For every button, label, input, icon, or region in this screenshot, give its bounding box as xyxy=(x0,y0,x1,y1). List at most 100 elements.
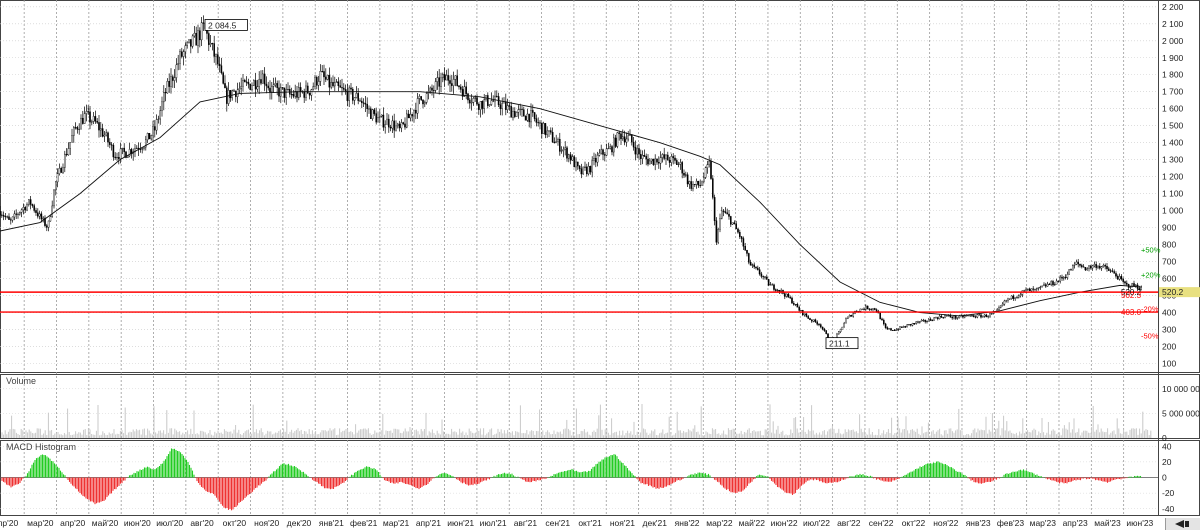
x-tick-label: окт'21 xyxy=(578,518,602,528)
candle-down xyxy=(499,104,502,109)
candle-up xyxy=(1055,280,1058,285)
candle-up xyxy=(19,212,21,215)
candle-down xyxy=(818,324,820,326)
candle-up xyxy=(184,45,187,52)
candle-up xyxy=(613,137,615,153)
candle-up xyxy=(262,73,264,84)
candle-up xyxy=(1026,288,1029,290)
candle-down xyxy=(81,117,84,124)
price-tick-label: 1 000 xyxy=(1162,206,1184,216)
candle-up xyxy=(575,161,577,168)
x-tick-label: апр'20 xyxy=(60,518,85,528)
candle-up xyxy=(865,305,867,310)
candle-up xyxy=(803,313,806,316)
x-tick-label: апр'21 xyxy=(416,518,441,528)
scroll-left-button[interactable] xyxy=(1165,518,1200,530)
candle-up xyxy=(661,154,664,158)
candle-up xyxy=(326,74,329,80)
scroll-end-icon xyxy=(1185,521,1189,527)
candle-up xyxy=(983,314,986,317)
candle-up xyxy=(368,108,370,110)
x-tick-label: фев'21 xyxy=(350,518,378,528)
candle-up xyxy=(908,324,910,326)
candle-down xyxy=(623,136,626,143)
x-tick-label: сен'21 xyxy=(545,518,570,528)
candle-up xyxy=(591,160,593,173)
candle-up xyxy=(67,148,70,156)
candle-up xyxy=(406,113,408,128)
candle-up xyxy=(717,228,719,243)
candle-up xyxy=(902,326,905,328)
candle-down xyxy=(523,109,525,117)
candle-down xyxy=(8,216,10,220)
candle-down xyxy=(1098,266,1101,269)
candle-up xyxy=(159,110,162,120)
candle-down xyxy=(110,144,113,146)
candle-down xyxy=(422,99,424,105)
candle-down xyxy=(148,132,151,140)
candle-up xyxy=(314,77,316,87)
candle-up xyxy=(384,124,387,128)
candle-down xyxy=(539,122,541,124)
candle-down xyxy=(249,83,252,90)
candle-up xyxy=(395,125,397,131)
candle-down xyxy=(737,228,739,233)
candle-down xyxy=(108,141,111,145)
candle-up xyxy=(152,126,154,136)
candle-down xyxy=(634,146,637,155)
candle-up xyxy=(173,77,176,81)
candle-up xyxy=(144,139,147,148)
candle-up xyxy=(236,89,239,97)
candle-up xyxy=(55,181,57,191)
candle-down xyxy=(668,160,671,163)
x-tick-label: июн'21 xyxy=(447,518,474,528)
volume-tick-label: 10 000 000 xyxy=(1162,384,1200,394)
candle-down xyxy=(276,83,279,88)
candle-up xyxy=(839,329,842,332)
candle-down xyxy=(663,154,665,159)
candle-down xyxy=(974,316,977,318)
candle-down xyxy=(1113,271,1115,274)
candle-up xyxy=(51,205,53,217)
extreme-price-label: 2 084.5 xyxy=(208,20,237,30)
candle-up xyxy=(193,32,196,37)
candle-up xyxy=(11,216,14,221)
candle-down xyxy=(415,110,417,114)
level-label-bg xyxy=(1159,287,1200,298)
candle-down xyxy=(308,92,311,96)
candle-down xyxy=(296,91,298,98)
candle-up xyxy=(911,323,914,326)
candle-down xyxy=(647,158,649,165)
candle-up xyxy=(649,160,651,165)
candle-down xyxy=(1064,277,1067,279)
candle-up xyxy=(627,135,629,140)
candle-down xyxy=(620,133,622,140)
candle-up xyxy=(429,87,432,92)
candle-down xyxy=(29,199,32,205)
candle-up xyxy=(654,158,656,165)
candle-down xyxy=(233,90,235,92)
candle-down xyxy=(904,326,907,328)
candle-down xyxy=(114,156,116,159)
candle-up xyxy=(922,319,925,321)
candle-up xyxy=(463,86,466,97)
candle-down xyxy=(398,123,401,129)
candle-down xyxy=(207,33,210,45)
candle-down xyxy=(60,168,62,173)
candle-up xyxy=(26,204,28,211)
candle-down xyxy=(805,313,808,317)
candle-down xyxy=(1122,278,1124,282)
candle-up xyxy=(596,155,599,163)
extreme-price-box xyxy=(825,337,859,350)
candle-down xyxy=(269,87,271,93)
candle-down xyxy=(213,43,216,57)
candle-up xyxy=(252,80,255,86)
candle-up xyxy=(310,89,313,96)
candle-down xyxy=(514,111,516,117)
candle-up xyxy=(1023,290,1025,292)
candle-up xyxy=(964,315,966,318)
candle-down xyxy=(730,216,732,225)
candle-down xyxy=(243,80,246,83)
candle-up xyxy=(1014,297,1016,299)
